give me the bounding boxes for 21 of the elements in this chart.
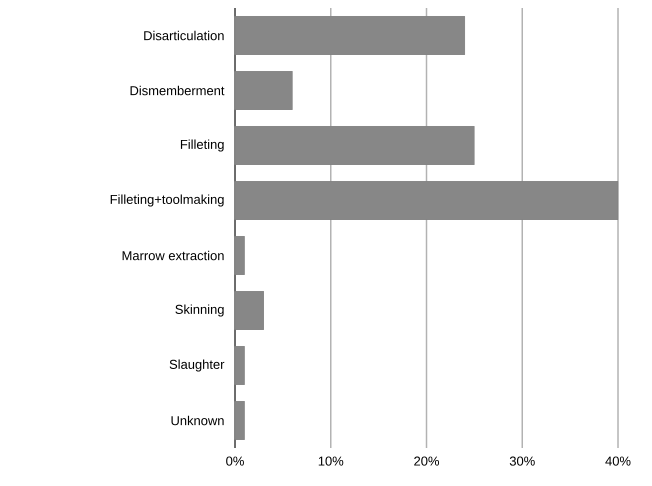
y-tick-label: Unknown xyxy=(171,416,224,426)
bar xyxy=(234,346,245,385)
bar xyxy=(234,16,466,55)
y-tick-label: Dismemberment xyxy=(130,86,224,96)
y-tick-label: Disarticulation xyxy=(144,30,224,40)
bar xyxy=(234,401,245,440)
x-tick-label: 40% xyxy=(605,456,631,466)
bar xyxy=(234,181,618,220)
bar xyxy=(234,71,293,110)
x-tick-label: 0% xyxy=(226,456,244,466)
bar xyxy=(234,126,475,165)
x-tick-label: 20% xyxy=(414,456,440,466)
y-tick-label: Skinning xyxy=(175,304,224,317)
y-tick-label: Filleting+toolmaking xyxy=(110,194,224,207)
bar xyxy=(234,291,264,330)
bar xyxy=(234,236,245,275)
x-tick-label: 30% xyxy=(510,456,535,466)
y-tick-label: Marrow extraction xyxy=(122,250,224,260)
y-tick-label: Slaughter xyxy=(170,359,224,372)
x-tick-label: 10% xyxy=(318,456,344,466)
y-tick-label: Filleting xyxy=(180,139,224,152)
